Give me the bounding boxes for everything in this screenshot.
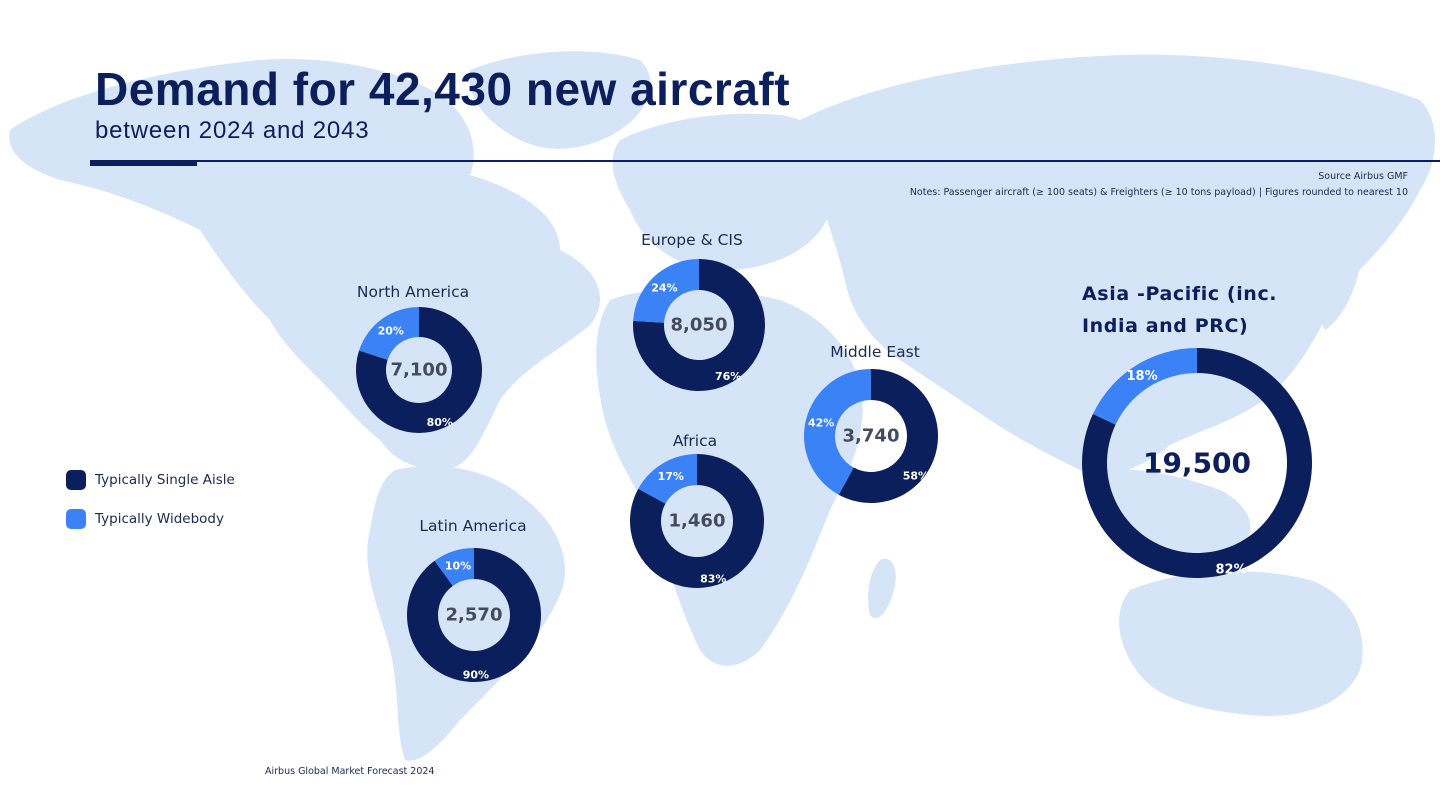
legend-swatch-single-aisle [66,470,86,490]
legend-item-widebody: Typically Widebody [66,509,235,529]
map-south-america [367,466,566,761]
map-asia [798,54,1435,474]
total-north-america: 7,100 [391,360,448,381]
slice-single-aisle-north-america [355,307,483,434]
donut-chart-latin-america: 90% 10% 2,570 Latin America [406,517,541,682]
donut-chart-middle-east: 58% 42% 3,740 Middle East [803,343,938,503]
page-title: Demand for 42,430 new aircraft [95,63,791,115]
total-asia-pacific-inc-india-and-prc: 19,500 [1143,447,1251,480]
pct-label-single-aisle-middle-east: 58% [903,470,929,483]
pct-label-widebody-asia-pacific-inc-india-and-prc: 18% [1127,369,1158,384]
region-title-latin-america: Latin America [419,517,526,535]
map-europe [612,113,833,271]
pct-label-widebody-africa: 17% [658,470,684,483]
slice-widebody-europe-cis [633,259,699,323]
region-title-asia-pacific-inc-india-and-prc: Asia -Pacific (inc. India and PRC) [1082,283,1277,337]
total-middle-east: 3,740 [843,426,900,447]
slice-single-aisle-latin-america [406,548,541,682]
total-europe-cis: 8,050 [671,315,728,336]
page-subtitle: between 2024 and 2043 [95,117,370,144]
donut-chart-north-america: 80% 20% 7,100 North America [355,283,483,434]
region-title-africa: Africa [673,432,717,450]
slice-single-aisle-europe-cis [633,259,766,391]
slice-single-aisle-middle-east [838,369,938,503]
slice-widebody-middle-east [803,369,871,495]
pct-label-widebody-europe-cis: 24% [651,282,677,295]
donut-chart-africa: 83% 17% 1,460 Africa [630,432,765,588]
region-title-europe-cis: Europe & CIS [641,231,743,249]
pct-label-single-aisle-asia-pacific-inc-india-and-prc: 82% [1215,563,1246,578]
map-japan [1318,245,1360,330]
pct-label-widebody-latin-america: 10% [445,560,471,573]
total-africa: 1,460 [669,511,726,532]
footnote: Notes: Passenger aircraft (≥ 100 seats) … [909,187,1408,198]
pct-label-single-aisle-latin-america: 90% [463,669,489,682]
map-greenland [469,51,651,149]
slice-widebody-north-america [359,307,419,360]
legend-item-single-aisle: Typically Single Aisle [66,470,235,490]
region-title-middle-east: Middle East [830,343,920,361]
pct-label-widebody-north-america: 20% [378,325,404,338]
legend-swatch-widebody [66,509,86,529]
pct-label-single-aisle-africa: 83% [700,572,726,585]
slice-widebody-latin-america [434,548,474,586]
slice-widebody-africa [638,454,697,504]
slice-single-aisle-africa [630,454,765,588]
footer-note: Airbus Global Market Forecast 2024 [265,766,435,777]
total-latin-america: 2,570 [446,605,503,626]
pct-label-single-aisle-north-america: 80% [427,416,453,429]
slice-widebody-asia-pacific-inc-india-and-prc [1092,348,1197,425]
title-accent-bar [90,161,197,166]
legend: Typically Single Aisle Typically Widebod… [66,470,235,548]
pct-label-widebody-middle-east: 42% [808,417,834,430]
pct-label-single-aisle-europe-cis: 76% [715,370,741,383]
legend-label-single-aisle: Typically Single Aisle [95,472,235,488]
region-title-north-america: North America [357,283,469,301]
donut-chart-asia-pacific-inc-india-and-prc: 82% 18% 19,500 Asia -Pacific (inc. India and… [1081,283,1312,578]
title-divider [90,160,1440,162]
map-madagascar [868,558,896,619]
source-note: Source Airbus GMF [1318,171,1408,182]
legend-label-widebody: Typically Widebody [95,511,224,527]
donut-chart-europe-cis: 76% 24% 8,050 Europe & CIS [633,231,766,391]
map-australia [1119,571,1363,716]
